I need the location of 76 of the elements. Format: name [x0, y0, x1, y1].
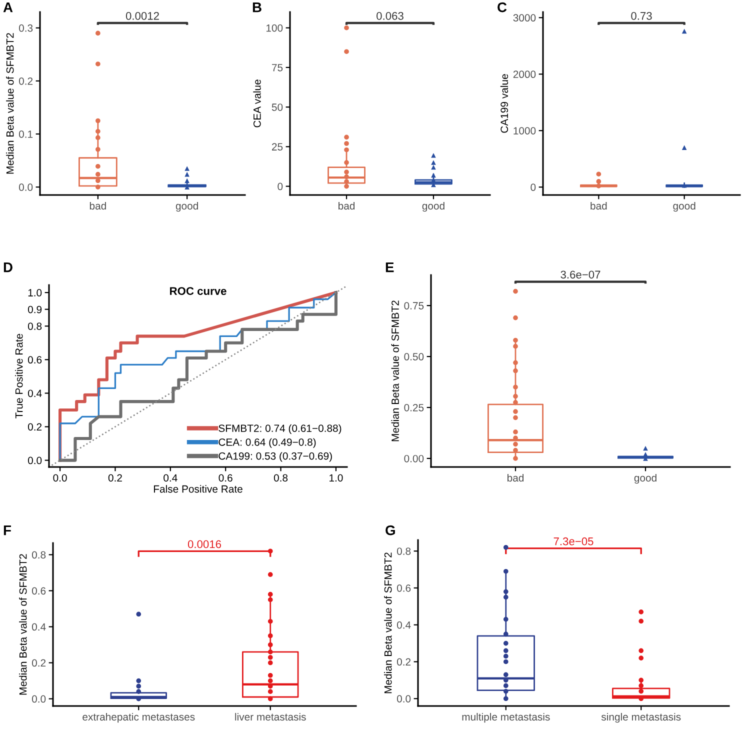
legend-label: CA199: 0.53 (0.37−0.69)	[218, 452, 332, 462]
text: G	[386, 525, 395, 536]
legend-label: SFMBT2: 0.74 (0.61−0.88)	[218, 424, 342, 434]
y-tick-label: 0.8	[396, 548, 411, 555]
y-tick-label: 50	[272, 104, 283, 111]
chart-title: ROC curve	[170, 287, 226, 295]
y-tick-label: 0.4	[28, 390, 42, 398]
y-tick-label: 0.1	[18, 130, 33, 138]
y-tick-label: 0.6	[32, 587, 46, 595]
y-axis-title: True Positive Rate	[15, 334, 23, 418]
y-tick-label: 0.6	[396, 584, 411, 592]
y-tick-label: 0.2	[396, 658, 411, 666]
y-tick-label: 0.0	[32, 695, 46, 703]
y-tick-label: 0.2	[28, 423, 42, 431]
y-axis-title: Median Beta value of SFMBT2	[391, 300, 399, 442]
y-tick-label: 0.4	[396, 621, 411, 629]
y-axis-title: CA199 value	[500, 74, 508, 133]
y-tick-label: 75	[272, 64, 283, 72]
x-tick-label: good	[634, 474, 656, 484]
y-tick-label: 0	[278, 182, 283, 190]
text: E	[386, 262, 394, 272]
y-tick-label: 0.00	[404, 454, 424, 462]
text: D	[4, 262, 12, 272]
x-tick-label: 0.0	[53, 474, 67, 482]
text: B	[252, 2, 262, 12]
y-tick-label: 0.4	[32, 623, 46, 631]
x-tick-label: bad	[338, 202, 355, 210]
x-tick-label: 0.6	[218, 474, 232, 482]
y-tick-label: 3000	[513, 14, 536, 22]
y-axis-title: Median Beta value of SFMBT2	[384, 552, 392, 694]
y-tick-label: 1.0	[28, 289, 42, 296]
y-tick-label: 0.0	[28, 456, 42, 464]
y-tick-label: 0.3	[18, 24, 33, 32]
y-tick-label: 0.2	[18, 77, 33, 85]
text: F	[4, 526, 11, 536]
y-axis-title: CEA value	[253, 80, 261, 128]
y-tick-label: 0	[530, 184, 536, 191]
y-tick-label: 1000	[514, 127, 536, 134]
annotation: 0.73	[631, 12, 652, 20]
text: A	[3, 2, 13, 12]
x-tick-label: good	[176, 202, 198, 212]
x-tick-label: liver metastasis	[235, 712, 306, 721]
x-tick-label: multiple metastasis	[462, 712, 550, 723]
y-tick-label: 0.0	[18, 184, 33, 191]
y-tick-label: 0.50	[404, 353, 424, 360]
y-tick-label: 0.0	[396, 695, 411, 702]
legend-label: CEA: 0.64 (0.49−0.8)	[218, 438, 316, 448]
x-axis-title: False Positive Rate	[154, 485, 242, 493]
annotation: 7.3e−05	[554, 537, 594, 546]
y-tick-label: 0.2	[32, 659, 46, 667]
y-tick-label: 25	[272, 143, 283, 151]
x-tick-label: 1.0	[330, 474, 343, 482]
x-tick-label: single metastasis	[601, 712, 681, 723]
text: C	[498, 2, 507, 12]
annotation: 0.0016	[188, 540, 222, 548]
y-tick-label: 0.6	[28, 356, 42, 364]
annotation: 0.0012	[126, 12, 159, 20]
x-tick-label: 0.2	[108, 474, 122, 482]
y-tick-label: 0.75	[404, 302, 424, 310]
y-tick-label: 0.9	[28, 306, 42, 314]
x-tick-label: good	[673, 202, 696, 212]
x-tick-label: bad	[507, 474, 524, 482]
x-tick-label: 0.4	[164, 474, 178, 482]
annotation: 0.063	[376, 12, 404, 20]
y-tick-label: 0.8	[28, 322, 42, 330]
y-axis-title: Median Beta value of SFMBT2	[6, 33, 14, 174]
x-tick-label: bad	[590, 202, 607, 210]
y-axis-title: Median Beta value of SFMBT2	[19, 554, 27, 695]
x-tick-label: good	[422, 202, 444, 212]
x-tick-label: extrahepatic metastases	[82, 712, 195, 723]
y-tick-label: 100	[266, 24, 283, 32]
y-tick-label: 2000	[513, 70, 536, 78]
annotation: 3.6e−07	[560, 270, 600, 279]
x-tick-label: bad	[90, 202, 106, 210]
y-tick-label: 0.25	[404, 404, 424, 412]
y-tick-label: 0.8	[32, 551, 46, 559]
